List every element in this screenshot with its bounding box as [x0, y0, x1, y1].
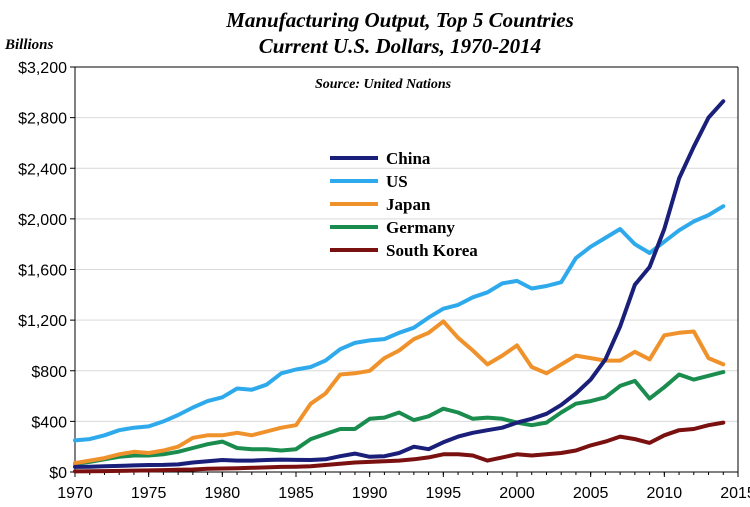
y-tick-label: $1,600: [18, 263, 67, 280]
chart-title: Manufacturing Output, Top 5 Countries: [225, 8, 574, 32]
x-tick-label: 1980: [205, 485, 241, 502]
x-axis-ticks: 1970 1975 1980 1985 1990 1995 2000 2005 2010 2015: [57, 485, 750, 502]
y-tick-label: $3,200: [18, 60, 67, 77]
y-tick-label: $2,800: [18, 111, 67, 128]
y-tick-label: $0: [49, 465, 67, 482]
series-line-us: [73, 204, 726, 443]
legend-label-us: US: [386, 172, 408, 191]
x-tick-label: 1985: [278, 485, 314, 502]
y-tick-label: $2,400: [18, 161, 67, 178]
legend-label-china: China: [386, 149, 431, 168]
y-tick-label: $2,000: [18, 212, 67, 229]
y-tick-label: $400: [31, 414, 67, 431]
legend: China US Japan Germany South Korea: [330, 149, 478, 260]
chart-subtitle: Current U.S. Dollars, 1970-2014: [259, 34, 541, 58]
legend-label-germany: Germany: [386, 218, 455, 237]
x-tick-label: 2005: [573, 485, 609, 502]
series-line-south-korea: [73, 420, 726, 474]
x-tick-label: 1990: [352, 485, 388, 502]
legend-label-japan: Japan: [386, 195, 431, 214]
y-axis-ticks: $0 $400 $800 $1,200 $1,600 $2,000 $2,400 $2,800…: [18, 60, 67, 482]
x-tick-label: 2000: [499, 485, 535, 502]
y-axis-label: Billions: [4, 37, 54, 53]
x-tick-label: 1975: [131, 485, 167, 502]
series-line-china: [73, 99, 726, 469]
series-line-japan: [73, 319, 726, 466]
axes: [70, 66, 739, 477]
series-line-germany: [73, 370, 726, 466]
x-tick-label: 1995: [426, 485, 462, 502]
series-lines: [73, 99, 726, 474]
legend-label-south-korea: South Korea: [386, 241, 478, 260]
x-tick-label: 1970: [57, 485, 93, 502]
x-tick-label: 2010: [647, 485, 683, 502]
y-tick-label: $800: [31, 364, 67, 381]
x-tick-label: 2015: [720, 485, 750, 502]
y-tick-label: $1,200: [18, 313, 67, 330]
gridlines: [75, 66, 738, 422]
source-note: Source: United Nations: [315, 77, 452, 92]
